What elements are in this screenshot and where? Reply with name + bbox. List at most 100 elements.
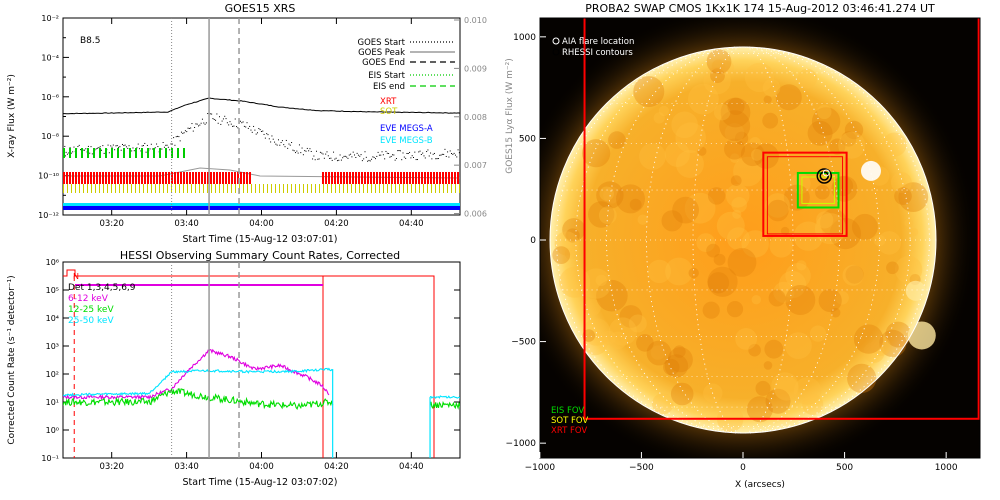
sun-texture-blob [665, 257, 693, 286]
sun-surface-texture [552, 49, 936, 433]
goes-short-channel-point [101, 149, 103, 151]
eis-coverage-mark [81, 148, 83, 158]
eis-coverage-mark [183, 148, 185, 158]
xrt-coverage-mark [424, 172, 426, 184]
sot-coverage-mark [343, 184, 344, 193]
sun-texture-blob [735, 131, 749, 145]
goes-short-channel-point [372, 156, 374, 158]
sot-coverage-mark [291, 184, 292, 193]
sun-texture-blob [870, 336, 891, 356]
goes-short-channel-point [284, 146, 286, 148]
goes-short-channel-point [351, 156, 353, 158]
sun-texture-blob [802, 393, 824, 415]
sot-coverage-mark [275, 184, 276, 193]
sot-coverage-mark [251, 184, 252, 193]
goes-short-channel-point [440, 154, 442, 156]
goes-short-channel-point [243, 125, 245, 127]
goes-short-channel-point [72, 151, 74, 153]
sun-texture-blob [838, 131, 866, 159]
goes-short-channel-point [128, 145, 130, 147]
sun-texture-blob [726, 301, 744, 318]
xrt-coverage-mark [165, 172, 167, 184]
goes-short-channel-point [347, 157, 349, 159]
xrt-coverage-mark [394, 172, 396, 184]
xrt-coverage-mark [343, 172, 345, 184]
goes-short-channel-point [378, 154, 380, 156]
goes-short-channel-point [258, 128, 260, 130]
sun-texture-blob [713, 104, 731, 121]
goes-short-channel-point [350, 153, 352, 155]
sun-texture-blob [789, 173, 811, 195]
goes-short-channel-point [419, 150, 421, 152]
sun-texture-blob [809, 325, 827, 342]
goes-title: GOES15 XRS [225, 2, 296, 15]
rhessi-contour [819, 171, 830, 181]
goes-short-channel-point [414, 151, 416, 153]
sot-coverage-mark [95, 184, 96, 193]
goes-short-channel-point [70, 152, 72, 154]
goes-short-channel-point [119, 146, 121, 148]
goes-short-channel-point [232, 125, 234, 127]
goes-short-channel-point [99, 146, 101, 148]
xrt-coverage-mark [442, 172, 444, 184]
sun-texture-blob [661, 210, 683, 232]
goes-short-channel-point [424, 157, 426, 159]
sun-texture-blob [724, 123, 745, 143]
hessi-legend-label: 6-12 keV [68, 294, 109, 304]
sun-texture-blob [764, 339, 784, 359]
sot-coverage-mark [391, 184, 392, 193]
goes-x-tick-label: 04:20 [324, 219, 349, 229]
sot-coverage-mark [299, 184, 300, 193]
goes-short-channel-point [267, 134, 269, 136]
hessi-x-tick-label: 04:40 [399, 462, 424, 472]
sun-texture-blob [845, 265, 864, 284]
sot-coverage-mark [123, 184, 124, 193]
goes-short-channel-point [118, 146, 120, 148]
xrt-coverage-mark [355, 172, 357, 184]
sun-texture-blob [910, 228, 919, 237]
goes-short-channel-point [338, 159, 340, 161]
sot-coverage-mark [179, 184, 180, 193]
sot-coverage-mark [199, 184, 200, 193]
goes-short-channel-point [180, 131, 182, 133]
sun-texture-blob [740, 142, 765, 167]
sun-texture-blob [894, 187, 912, 205]
sun-texture-blob [653, 112, 665, 124]
goes-legend-label: SOT [380, 107, 398, 117]
goes-short-channel-point [230, 123, 232, 125]
goes-short-channel-point [401, 159, 403, 161]
goes-short-channel-point [198, 125, 200, 127]
sot-coverage-mark [267, 184, 268, 193]
goes-short-channel-point [319, 151, 321, 153]
goes-short-channel-point [393, 154, 395, 156]
goes-short-channel-point [141, 145, 143, 147]
eis-coverage-mark [129, 148, 131, 158]
goes-short-channel-point [257, 132, 259, 134]
goes-short-channel-point [392, 154, 394, 156]
sot-coverage-mark [139, 184, 140, 193]
goes-short-channel-point [271, 135, 273, 137]
goes-short-channel-point [212, 118, 214, 120]
goes-right-tick-label: 0.010 [464, 16, 487, 25]
goes-short-channel-point [213, 118, 215, 120]
xrt-coverage-mark [240, 172, 242, 184]
goes-short-channel-point [418, 151, 420, 153]
xrt-coverage-mark [99, 172, 101, 184]
sun-texture-blob [783, 184, 810, 211]
goes-short-channel-point [292, 149, 294, 151]
goes-short-channel-point [360, 154, 362, 156]
goes-legend-label: XRT [380, 97, 397, 107]
xrt-coverage-mark [78, 172, 80, 184]
hessi-night-line [322, 275, 435, 458]
sun-texture-blob [886, 261, 899, 275]
goes-short-channel-point [204, 123, 206, 125]
goes-short-channel-point [323, 157, 325, 159]
hessi-series-line [63, 348, 330, 401]
goes-short-channel-point [111, 146, 113, 148]
xrt-coverage-mark [406, 172, 408, 184]
hessi-x-label: Start Time (15-Aug-12 03:07:02) [183, 477, 338, 488]
goes-short-channel-point [166, 144, 168, 146]
goes-short-channel-point [325, 153, 327, 155]
goes-short-channel-point [203, 122, 205, 124]
goes-short-channel-point [309, 148, 311, 150]
